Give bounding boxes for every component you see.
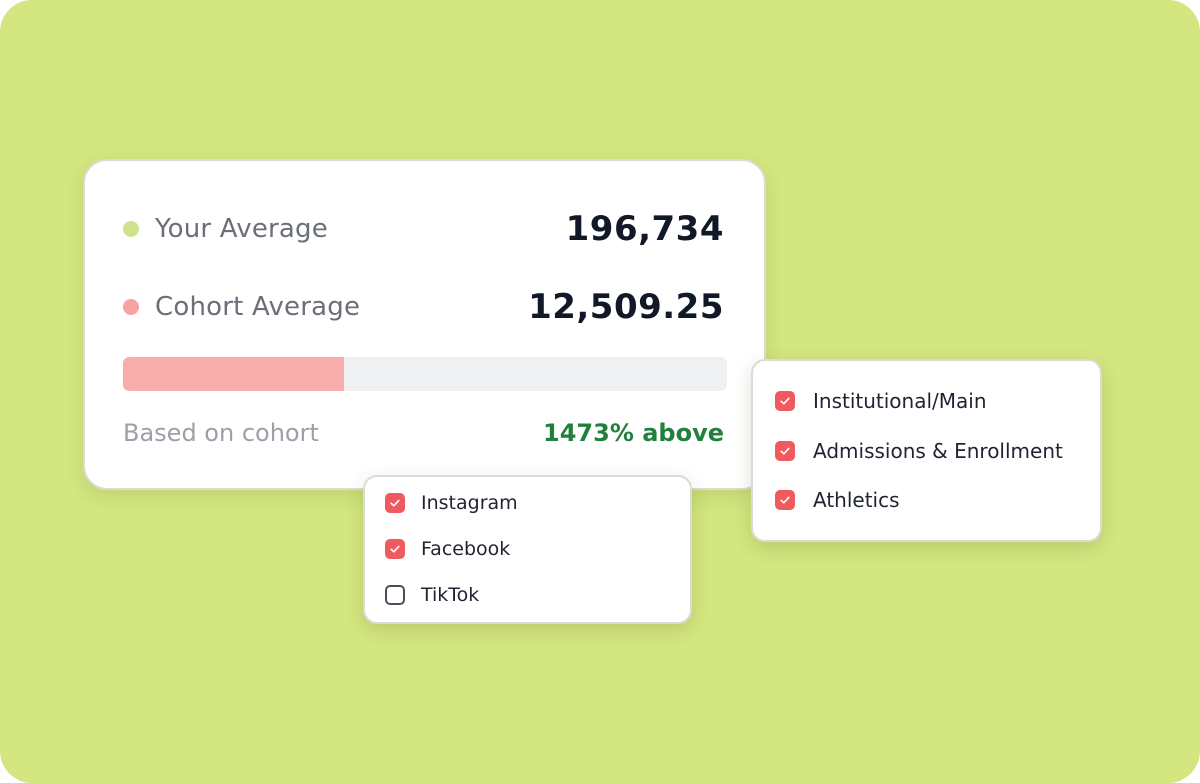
percent-above-text: 1473% above	[543, 419, 724, 447]
instagram-label: Instagram	[421, 492, 518, 514]
your-average-label: Your Average	[155, 214, 328, 244]
instagram-checkbox[interactable]	[385, 493, 405, 513]
tiktok-label: TikTok	[421, 584, 480, 606]
platform-option-instagram[interactable]: Instagram	[385, 491, 518, 515]
athletics-checkbox[interactable]	[775, 490, 795, 510]
checkmark-icon	[780, 397, 790, 405]
tiktok-checkbox[interactable]	[385, 585, 405, 605]
admissions-enrollment-label: Admissions & Enrollment	[813, 439, 1063, 463]
platform-option-tiktok[interactable]: TikTok	[385, 583, 479, 607]
based-on-cohort-label: Based on cohort	[123, 419, 319, 447]
your-average-value: 196,734	[565, 209, 724, 249]
athletics-label: Athletics	[813, 488, 900, 512]
platform-option-facebook[interactable]: Facebook	[385, 537, 510, 561]
cohort-average-row: Cohort Average 12,509.25	[123, 287, 724, 327]
facebook-checkbox[interactable]	[385, 539, 405, 559]
your-average-row: Your Average 196,734	[123, 209, 724, 249]
cohort-average-value: 12,509.25	[528, 287, 724, 327]
account-option-institutional-main[interactable]: Institutional/Main	[775, 389, 987, 413]
platform-filter-popover: Instagram Facebook TikTok	[363, 475, 692, 624]
account-option-admissions-enrollment[interactable]: Admissions & Enrollment	[775, 439, 1063, 463]
checkmark-icon	[390, 545, 400, 553]
admissions-enrollment-checkbox[interactable]	[775, 441, 795, 461]
cohort-average-label: Cohort Average	[155, 292, 361, 322]
checkmark-icon	[780, 496, 790, 504]
account-option-athletics[interactable]: Athletics	[775, 488, 900, 512]
institutional-main-label: Institutional/Main	[813, 389, 987, 413]
account-filter-popover: Institutional/Main Admissions & Enrollme…	[751, 359, 1102, 542]
average-comparison-card: Your Average 196,734 Cohort Average 12,5…	[83, 159, 766, 490]
cohort-average-legend-dot	[123, 299, 139, 315]
checkmark-icon	[390, 499, 400, 507]
your-average-legend-dot	[123, 221, 139, 237]
institutional-main-checkbox[interactable]	[775, 391, 795, 411]
checkmark-icon	[780, 447, 790, 455]
facebook-label: Facebook	[421, 538, 511, 560]
comparison-progress-fill	[123, 357, 345, 391]
comparison-progress-bar	[123, 357, 727, 391]
comparison-footer: Based on cohort 1473% above	[123, 416, 724, 450]
